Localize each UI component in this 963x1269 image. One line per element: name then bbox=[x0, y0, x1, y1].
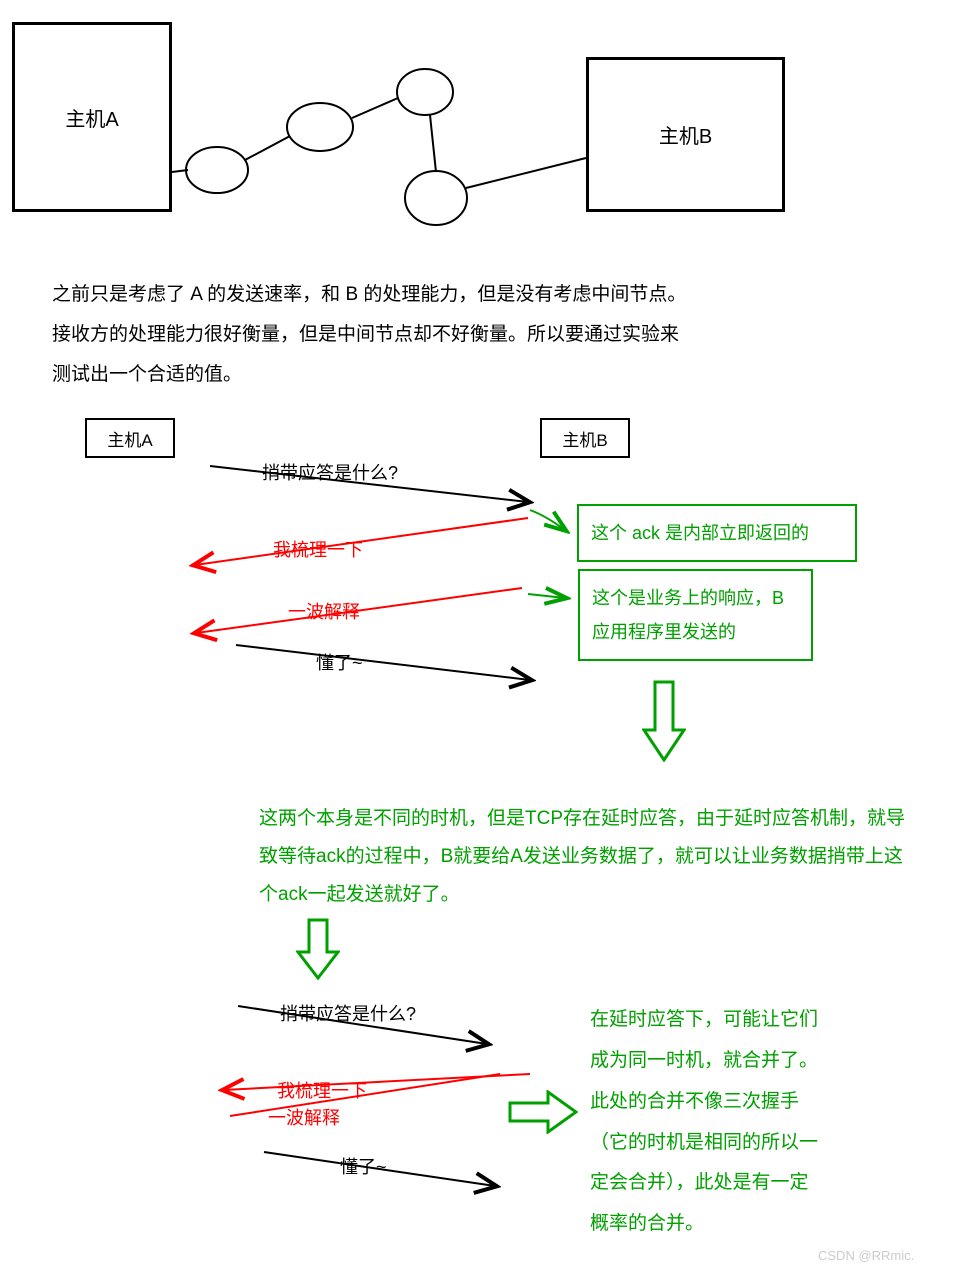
router-node bbox=[287, 103, 353, 151]
seq2-msg2-label: 我梳理一下 bbox=[277, 1077, 367, 1103]
seq1-msg2-label: 我梳理一下 bbox=[273, 536, 363, 562]
link-line bbox=[430, 115, 436, 172]
router-node bbox=[397, 69, 453, 115]
seq1-msg1-label: 捎带应答是什么? bbox=[262, 459, 398, 485]
right-arrow-icon bbox=[508, 1090, 578, 1134]
host-b-label: 主机B bbox=[659, 120, 712, 149]
host-a-label: 主机A bbox=[65, 103, 118, 132]
router-node bbox=[186, 147, 248, 193]
host-a-box: 主机A bbox=[12, 22, 172, 212]
seq1-msg3-label: 一波解释 bbox=[288, 598, 360, 624]
down-arrow-icon bbox=[296, 918, 340, 980]
down-arrow-icon bbox=[642, 680, 686, 762]
watermark: CSDN @RRmic. bbox=[818, 1248, 914, 1263]
seq1-host-a: 主机A bbox=[85, 418, 175, 458]
msg-arrow bbox=[224, 1074, 530, 1090]
seq1-host-b: 主机B bbox=[540, 418, 630, 458]
link-line bbox=[466, 158, 586, 188]
explanation-paragraph-3: 在延时应答下，可能让它们成为同一时机，就合并了。此处的合并不像三次握手（它的时机… bbox=[590, 1000, 820, 1245]
seq2-msg4-label: 懂了~ bbox=[340, 1153, 387, 1179]
seq1-msg4-label: 懂了~ bbox=[316, 649, 363, 675]
router-node bbox=[405, 171, 467, 225]
annotation-box-2: 这个是业务上的响应，B应用程序里发送的 bbox=[578, 569, 813, 661]
seq2-msg3-label: 一波解释 bbox=[268, 1104, 340, 1130]
seq2-msg1-label: 捎带应答是什么? bbox=[280, 1000, 416, 1026]
link-line bbox=[352, 98, 398, 118]
explanation-paragraph-1: 之前只是考虑了 A 的发送速率，和 B 的处理能力，但是没有考虑中间节点。接收方… bbox=[52, 275, 692, 395]
annotation-box-1: 这个 ack 是内部立即返回的 bbox=[577, 504, 857, 562]
seq1-host-a-label: 主机A bbox=[107, 426, 152, 451]
link-line bbox=[245, 136, 290, 160]
explanation-paragraph-2: 这两个本身是不同的时机，但是TCP存在延时应答，由于延时应答机制，就导致等待ac… bbox=[259, 800, 909, 914]
seq1-host-b-label: 主机B bbox=[562, 426, 607, 451]
host-b-box: 主机B bbox=[586, 57, 785, 212]
annotation-arrow bbox=[528, 594, 565, 598]
annotation-arrow bbox=[530, 510, 565, 530]
msg-arrow bbox=[236, 645, 530, 680]
